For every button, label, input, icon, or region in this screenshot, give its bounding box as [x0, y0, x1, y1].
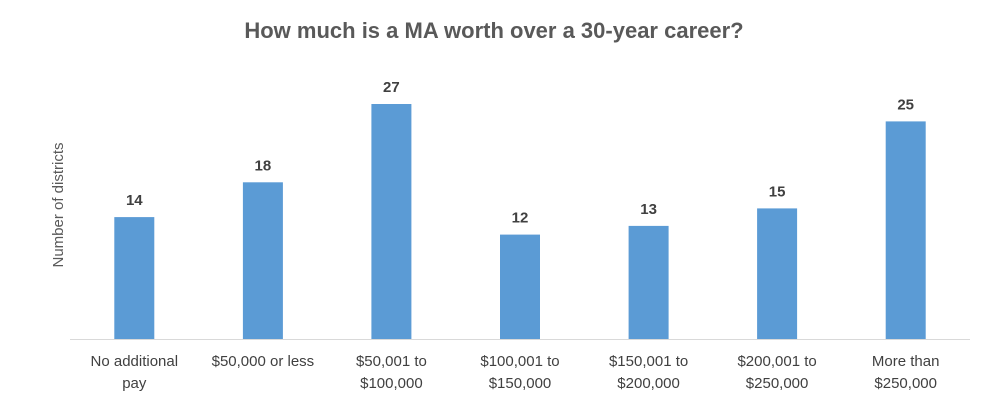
- data-labels-layer: 14 18 27 12 13 15 25: [126, 79, 914, 227]
- data-label-5: 15: [769, 183, 786, 200]
- data-label-1: 18: [255, 157, 272, 174]
- data-label-6: 25: [897, 96, 914, 113]
- x-tick-label-6: More than $250,000: [872, 353, 940, 392]
- chart-title: How much is a MA worth over a 30-year ca…: [244, 18, 743, 43]
- x-tick-label-5: $200,001 to $250,000: [737, 353, 816, 392]
- bar-0: [114, 217, 155, 339]
- bar-2: [371, 104, 412, 339]
- bar-5: [757, 208, 798, 339]
- x-tick-label-0: No additional pay: [91, 353, 179, 392]
- bar-1: [242, 182, 283, 339]
- bar-3: [500, 234, 540, 339]
- bar-6: [885, 121, 926, 340]
- x-tick-label-2: $50,001 to $100,000: [356, 353, 427, 392]
- x-tick-label-3: $100,001 to $150,000: [480, 353, 559, 392]
- data-label-2: 27: [383, 79, 400, 96]
- data-label-4: 13: [640, 201, 657, 218]
- x-tick-labels-layer: No additional pay $50,000 or less $50,001 t…: [91, 353, 940, 392]
- data-label-3: 12: [512, 210, 529, 227]
- bar-4: [628, 225, 669, 339]
- data-label-0: 14: [126, 192, 143, 209]
- x-tick-label-4: $150,001 to $200,000: [609, 353, 688, 392]
- bars-layer: [114, 104, 926, 340]
- y-axis-label: Number of districts: [50, 142, 67, 267]
- x-tick-label-1: $50,000 or less: [212, 353, 315, 370]
